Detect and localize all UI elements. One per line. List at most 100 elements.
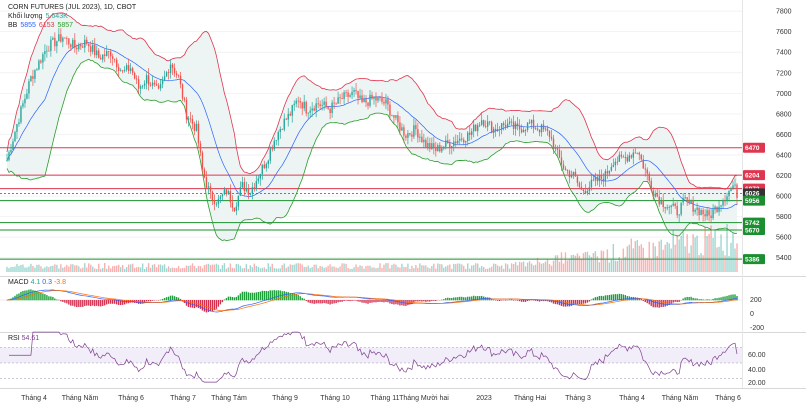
macd-histogram-bar — [175, 296, 178, 301]
candle-body — [377, 97, 379, 101]
macd-histogram-bar — [479, 296, 481, 301]
volume-bar — [612, 244, 615, 272]
volume-bar — [135, 267, 138, 272]
level-badge-label: 5956 — [745, 198, 760, 205]
macd-histogram-bar — [477, 296, 479, 301]
volume-bar — [233, 268, 236, 272]
volume-bar — [351, 268, 353, 272]
candle-body — [484, 126, 487, 127]
candle-body — [413, 125, 415, 137]
macd-histogram-bar — [231, 297, 234, 301]
volume-bar — [48, 267, 50, 272]
macd-histogram-bar — [628, 296, 630, 301]
candle-body — [614, 161, 617, 166]
volume-bar — [317, 268, 319, 272]
volume-bar — [684, 246, 686, 272]
volume-bar — [692, 234, 694, 272]
macd-histogram-bar — [674, 300, 676, 302]
macd-histogram-bar — [32, 290, 34, 301]
macd-value-macd: 0.3 — [42, 279, 52, 286]
volume-bar — [608, 262, 611, 272]
candle-body — [159, 84, 162, 89]
volume-bar — [650, 259, 652, 272]
volume-bar — [702, 255, 704, 272]
volume-bar — [295, 263, 297, 272]
volume-bar — [345, 264, 347, 272]
macd-histogram-bar — [650, 300, 652, 306]
macd-histogram-bar — [303, 298, 305, 301]
candle-body — [465, 141, 467, 143]
candle-body — [536, 128, 539, 130]
macd-histogram-bar — [38, 291, 40, 301]
price-tick-label: 6600 — [776, 132, 792, 139]
volume-bar — [461, 264, 463, 272]
candle-body — [229, 191, 232, 203]
macd-histogram-bar — [147, 300, 150, 302]
macd-histogram-bar — [329, 300, 331, 305]
volume-bar — [598, 262, 601, 272]
macd-histogram-bar — [339, 300, 341, 302]
volume-bar — [88, 263, 90, 272]
candle-body — [540, 124, 543, 133]
macd-histogram-bar — [223, 299, 226, 301]
volume-bar — [112, 266, 114, 272]
price-axis[interactable]: 6470620460726026595657425670538678007600… — [743, 9, 792, 387]
macd-histogram-bar — [34, 290, 36, 301]
volume-bar — [455, 264, 457, 272]
volume-bar — [277, 268, 279, 272]
macd-histogram-bar — [337, 300, 339, 303]
bb-lower-line — [6, 58, 738, 242]
macd-histogram-bar — [70, 300, 72, 306]
macd-histogram-bar — [255, 292, 258, 301]
candle-body — [522, 129, 525, 133]
candle-body — [594, 177, 597, 181]
volume-bar — [141, 263, 144, 272]
volume-bar — [169, 268, 172, 272]
macd-histogram-bar — [706, 299, 708, 301]
volume-bar — [157, 264, 160, 272]
candle-body — [582, 189, 585, 191]
macd-histogram-bar — [684, 297, 686, 301]
time-axis[interactable]: Tháng 4 Tháng Năm Tháng 6 Tháng 7 Tháng Tám T… — [21, 395, 741, 402]
macd-histogram-bar — [387, 300, 389, 303]
candle-body — [421, 136, 423, 143]
volume-bar — [28, 266, 30, 272]
candle-body — [177, 75, 180, 77]
volume-bar — [447, 265, 449, 272]
macd-value-signal: -3.8 — [53, 279, 67, 286]
volume-bar — [247, 268, 250, 272]
price-tick-label: 6800 — [776, 111, 792, 118]
macd-histogram-bar — [209, 300, 212, 312]
macd-histogram-bar — [163, 298, 166, 301]
candle-body — [652, 190, 654, 197]
candle-body — [530, 119, 533, 124]
candle-body — [191, 119, 194, 124]
volume-bar — [383, 264, 385, 272]
macd-histogram-bar — [421, 300, 423, 302]
macd-histogram-bar — [449, 297, 451, 301]
macd-histogram-bar — [662, 300, 664, 307]
candle-body — [239, 187, 242, 196]
volume-bar — [30, 263, 32, 272]
macd-histogram-bar — [690, 296, 692, 301]
candle-body — [730, 188, 732, 191]
candle-body — [175, 73, 178, 76]
volume-bar — [706, 235, 708, 272]
candle-body — [702, 210, 704, 215]
macd-histogram-bar — [315, 300, 317, 304]
macd-histogram-bar — [702, 299, 704, 301]
macd-histogram-bar — [48, 296, 50, 301]
candle-body — [56, 41, 58, 47]
volume-bar — [610, 259, 613, 272]
volume-bar — [145, 267, 148, 272]
bb-label: BB — [8, 22, 18, 29]
volume-bar — [512, 264, 515, 272]
volume-bar — [243, 268, 246, 272]
volume-bar — [189, 265, 192, 272]
volume-bar — [357, 267, 359, 272]
candle-body — [66, 37, 68, 39]
macd-histogram-bar — [383, 300, 385, 303]
volume-bar — [730, 242, 732, 272]
macd-histogram-bar — [40, 292, 42, 301]
